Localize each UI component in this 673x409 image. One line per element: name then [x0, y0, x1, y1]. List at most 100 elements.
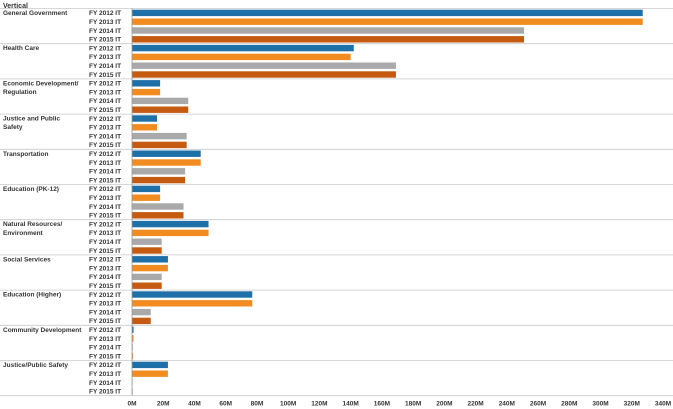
series-label: FY 2014 IT [89, 133, 121, 140]
category-label: Justice/Public Safety [3, 362, 68, 369]
bar [132, 159, 201, 166]
category-group: Transportation FY 2012 IT FY 2013 IT FY 201… [0, 148, 673, 184]
category-label-line: Education (Higher) [3, 292, 61, 299]
series-label: FY 2012 IT [89, 186, 121, 193]
bar [132, 256, 168, 263]
category-group: Justice/Public Safety FY 2012 IT FY 2013 I… [0, 360, 673, 396]
category-group: Economic Development/Regulation FY 2012 I… [0, 78, 673, 114]
series-label: FY 2013 IT [89, 125, 121, 132]
bar [132, 132, 187, 140]
category-label-line: Community Development [3, 327, 82, 334]
category-label-line: Education (PK-12) [3, 186, 59, 193]
series-label: FY 2015 IT [89, 213, 121, 220]
bar [132, 308, 151, 316]
x-tick-label: 240M [499, 401, 515, 408]
bar [132, 106, 189, 113]
x-tick-label: 120M [311, 401, 327, 408]
bar [132, 317, 151, 325]
bar [132, 18, 643, 25]
series-label: FY 2015 IT [89, 72, 121, 79]
bar [132, 9, 643, 17]
series-label: FY 2015 IT [89, 142, 121, 149]
category-group: Justice and Public Safety FY 2012 IT FY 201… [0, 113, 673, 149]
x-tick-label: 220M [467, 401, 483, 408]
bar [132, 88, 161, 96]
bar [132, 326, 134, 333]
category-group: Health Care FY 2012 IT FY 2013 IT FY 2014 I… [0, 43, 673, 79]
x-tick-label: 140M [343, 401, 359, 408]
category-label: Social Services [3, 256, 51, 263]
category-label: Economic Development/Regulation [3, 80, 79, 96]
bar [132, 97, 189, 105]
category-label-line: Justice/Public Safety [3, 362, 68, 369]
series-label: FY 2013 IT [89, 54, 121, 61]
x-tick-label: 200M [436, 401, 452, 408]
series-label: FY 2012 IT [89, 292, 121, 299]
bar [132, 115, 157, 122]
bar [132, 194, 161, 201]
series-label: FY 2012 IT [89, 45, 121, 52]
series-label: FY 2014 IT [89, 28, 121, 35]
series-label: FY 2015 IT [89, 37, 121, 44]
series-label: FY 2014 IT [89, 380, 121, 387]
bar [132, 370, 168, 377]
series-label: FY 2013 IT [89, 160, 121, 167]
series-label: FY 2012 IT [89, 362, 121, 369]
bar [132, 80, 161, 87]
series-label: FY 2015 IT [89, 177, 121, 184]
series-label: FY 2014 IT [89, 345, 121, 352]
series-label: FY 2014 IT [89, 63, 121, 70]
category-label-line: Natural Resources/ [3, 221, 62, 228]
bar [132, 220, 209, 228]
series-label: FY 2015 IT [89, 318, 121, 325]
category-label-line: General Government [3, 10, 68, 17]
x-tick-label: 0M [127, 401, 136, 408]
series-label: FY 2014 IT [89, 204, 121, 211]
bar [132, 212, 184, 219]
category-label-line: Justice and Public [3, 116, 60, 123]
category-group: Education (PK-12) FY 2012 IT FY 2013 IT FY … [0, 184, 673, 220]
bar [132, 203, 184, 210]
series-label: FY 2013 IT [89, 230, 121, 237]
category-group: Natural Resources/Environment FY 2012 IT F… [0, 219, 673, 255]
bar [132, 185, 161, 193]
bar [132, 71, 396, 78]
series-label: FY 2013 IT [89, 371, 121, 378]
bar [132, 27, 525, 34]
bar [132, 291, 253, 298]
x-tick-label: 20M [157, 401, 170, 408]
bar [132, 264, 168, 272]
category-label-line: Transportation [3, 151, 49, 158]
series-label: FY 2014 IT [89, 274, 121, 281]
category-label: Health Care [3, 45, 40, 52]
x-tick-label: 100M [280, 401, 296, 408]
category-label: Education (PK-12) [3, 186, 59, 193]
series-label: FY 2012 IT [89, 151, 121, 158]
bar [132, 124, 157, 131]
x-tick-label: 320M [624, 401, 640, 408]
series-label: FY 2012 IT [89, 327, 121, 334]
column-header: Vertical [3, 3, 28, 10]
category-label: Community Development [3, 327, 82, 334]
bar [132, 150, 201, 157]
category-label: General Government [3, 10, 68, 17]
series-label: FY 2013 IT [89, 336, 121, 343]
x-tick-label: 80M [251, 401, 264, 408]
series-label: FY 2015 IT [89, 389, 121, 396]
series-label: FY 2012 IT [89, 257, 121, 264]
bar [132, 229, 209, 237]
series-label: FY 2014 IT [89, 239, 121, 246]
category-label-line: Social Services [3, 256, 51, 263]
x-tick-label: 60M [219, 401, 232, 408]
category-label: Justice and Public Safety [3, 116, 60, 132]
series-label: FY 2015 IT [89, 283, 121, 290]
series-label: FY 2012 IT [89, 10, 121, 17]
bar [132, 335, 134, 342]
x-tick-label: 300M [592, 401, 608, 408]
series-label: FY 2012 IT [89, 116, 121, 123]
series-label: FY 2013 IT [89, 195, 121, 202]
x-tick-label: 180M [405, 401, 421, 408]
series-label: FY 2015 IT [89, 107, 121, 114]
